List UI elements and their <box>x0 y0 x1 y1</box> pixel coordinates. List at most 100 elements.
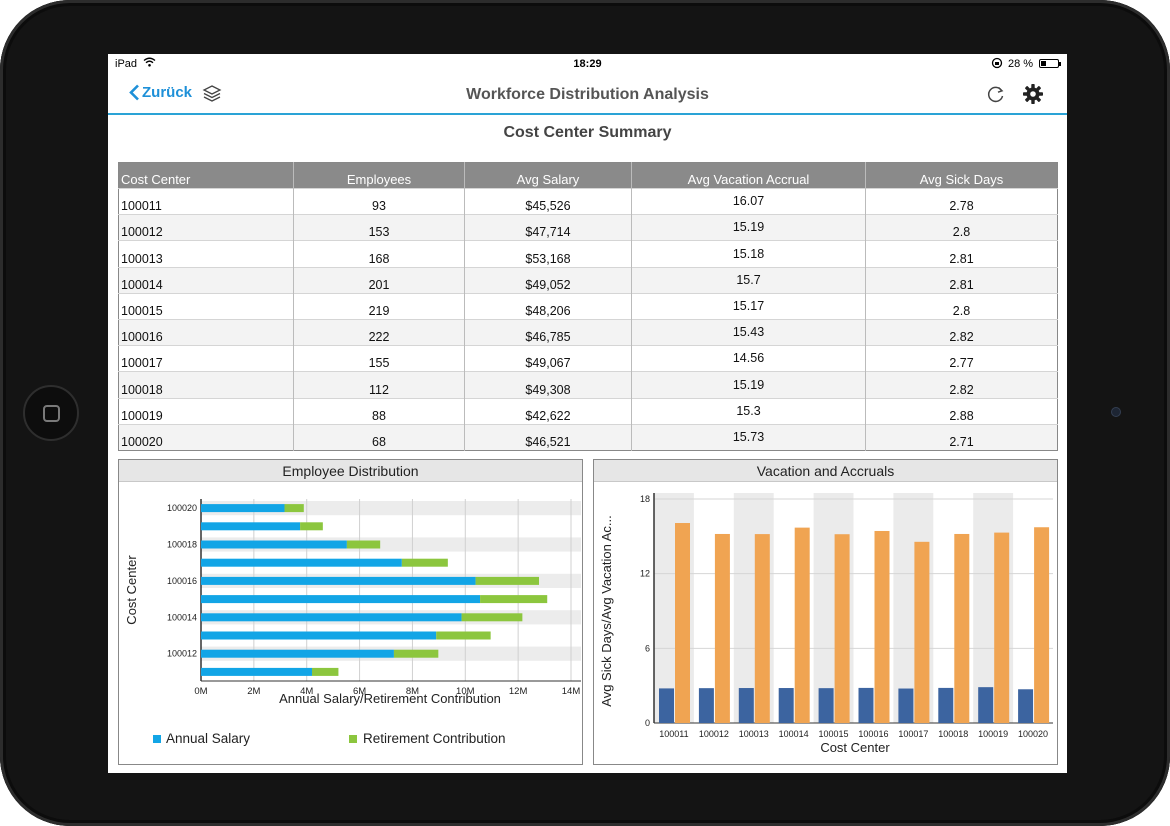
table-row[interactable]: 100011 93 $45,526 16.07 2.78 <box>118 187 1058 215</box>
cell-employees: 93 <box>293 187 465 215</box>
bar-retirement-contribution <box>436 631 491 640</box>
bar-avg-vacation-accrual <box>754 534 770 723</box>
cell-avg-vacation: 15.17 <box>631 292 866 320</box>
cell-avg-salary: $46,521 <box>464 423 632 451</box>
cell-cost-center-value: 100014 <box>121 277 163 292</box>
chart-title: Vacation and Accruals <box>594 460 1057 482</box>
bar-annual-salary <box>201 522 301 531</box>
x-tick-label: 100011 <box>659 729 688 739</box>
bar-annual-salary <box>201 558 402 567</box>
cell-avg-sick-days: 2.82 <box>865 371 1058 398</box>
col-header-avg-sick-days[interactable]: Avg Sick Days <box>865 162 1058 189</box>
vacation-accruals-chart: 0 6 12 18 100011 100012 100013 100014 100015 1000… <box>599 493 1053 755</box>
cell-employees-value: 88 <box>372 408 386 423</box>
bar-avg-sick-days <box>778 688 794 723</box>
cell-cost-center-value: 100020 <box>121 434 163 449</box>
layers-icon[interactable] <box>202 84 222 104</box>
bar-avg-sick-days <box>818 688 834 723</box>
table-row[interactable]: 100019 88 $42,622 15.3 2.88 <box>118 397 1058 425</box>
cost-center-table: Cost Center Employees Avg Salary Avg Vac… <box>118 162 1058 451</box>
cell-avg-sick-days: 2.88 <box>865 397 1058 425</box>
cell-employees: 153 <box>293 214 465 241</box>
home-button[interactable] <box>23 385 79 441</box>
y-axis-label: Cost Center <box>124 555 139 625</box>
cell-cost-center: 100011 <box>118 187 294 215</box>
cell-cost-center: 100019 <box>118 397 294 425</box>
rotation-lock-icon <box>991 57 1003 72</box>
y-axis-label: Avg Sick Days/Avg Vacation Ac... <box>599 515 614 706</box>
table-row[interactable]: 100014 201 $49,052 15.7 2.81 <box>118 266 1058 294</box>
table-row[interactable]: 100018 112 $49,308 15.19 2.82 <box>118 371 1058 398</box>
bar-annual-salary <box>201 631 437 640</box>
table-row[interactable]: 100015 219 $48,206 15.17 2.8 <box>118 292 1058 320</box>
cell-avg-salary-value: $53,168 <box>525 251 571 266</box>
bar-annual-salary <box>201 595 481 604</box>
cell-avg-sick-days: 2.82 <box>865 318 1058 346</box>
table-row[interactable]: 100012 153 $47,714 15.19 2.8 <box>118 214 1058 241</box>
cell-employees-value: 201 <box>368 277 390 292</box>
bar-annual-salary <box>201 576 476 585</box>
cell-avg-salary: $48,206 <box>464 292 632 320</box>
bar-retirement-contribution <box>475 576 540 585</box>
cell-avg-vacation: 14.56 <box>631 345 866 372</box>
cell-avg-sick-days: 2.77 <box>865 345 1058 372</box>
bar-avg-sick-days <box>1018 689 1034 723</box>
x-tick-label: 100020 <box>1018 729 1048 739</box>
bar-annual-salary <box>201 504 285 513</box>
x-tick-label: 10M <box>456 686 475 697</box>
cell-employees: 155 <box>293 345 465 372</box>
cell-cost-center: 100012 <box>118 214 294 241</box>
bar-annual-salary <box>201 667 312 676</box>
cell-avg-vacation: 15.73 <box>631 423 866 451</box>
y-tick-label: 6 <box>645 643 650 653</box>
cell-cost-center: 100020 <box>118 423 294 451</box>
table-row[interactable]: 100020 68 $46,521 15.73 2.71 <box>118 423 1058 451</box>
cell-avg-vacation-value: 15.19 <box>732 377 765 392</box>
cell-avg-vacation: 15.7 <box>631 266 866 294</box>
col-header-employees[interactable]: Employees <box>293 162 465 189</box>
cell-avg-salary-value: $49,308 <box>525 382 571 397</box>
bar-retirement-contribution <box>461 613 523 622</box>
cell-avg-sick-days-value: 2.82 <box>949 330 974 345</box>
cell-avg-salary: $45,526 <box>464 187 632 215</box>
cell-avg-salary-value: $47,714 <box>525 225 571 240</box>
cell-cost-center-value: 100017 <box>121 356 163 371</box>
bar-retirement-contribution <box>300 522 323 531</box>
bar-avg-vacation-accrual <box>794 527 810 723</box>
table-row[interactable]: 100013 168 $53,168 15.18 2.81 <box>118 240 1058 268</box>
legend-swatch-salary <box>153 735 161 743</box>
cell-employees: 68 <box>293 423 465 451</box>
cell-avg-salary-value: $46,521 <box>525 434 571 449</box>
x-tick-label: 2M <box>247 686 260 697</box>
bar-avg-sick-days <box>659 688 674 723</box>
table-row[interactable]: 100016 222 $46,785 15.43 2.82 <box>118 318 1058 346</box>
x-tick-label: 100018 <box>938 729 968 739</box>
bar-retirement-contribution <box>393 649 439 658</box>
bar-avg-sick-days <box>858 687 874 723</box>
cell-avg-salary: $47,714 <box>464 214 632 241</box>
cell-avg-salary: $49,052 <box>464 266 632 294</box>
back-button[interactable]: Zurück <box>129 84 192 101</box>
bar-avg-vacation-accrual <box>714 533 730 723</box>
x-tick-label: 100017 <box>898 729 928 739</box>
cell-avg-vacation-value: 15.73 <box>732 429 765 444</box>
cell-avg-vacation: 15.3 <box>631 397 866 425</box>
col-header-avg-salary[interactable]: Avg Salary <box>464 162 632 189</box>
x-tick-label: 100016 <box>858 729 888 739</box>
bar-avg-sick-days <box>978 687 994 723</box>
bar-avg-sick-days <box>738 688 754 723</box>
cell-avg-sick-days-value: 2.8 <box>952 225 971 240</box>
gear-icon[interactable] <box>1022 83 1044 105</box>
cell-employees-value: 155 <box>368 356 390 371</box>
back-label: Zurück <box>142 84 193 101</box>
bar-annual-salary <box>201 540 347 549</box>
refresh-icon[interactable] <box>986 84 1006 104</box>
camera <box>1111 407 1121 417</box>
legend-label-salary: Annual Salary <box>166 731 250 746</box>
cell-avg-vacation-value: 15.7 <box>736 272 761 287</box>
table-row[interactable]: 100017 155 $49,067 14.56 2.77 <box>118 345 1058 372</box>
col-header-cost-center[interactable]: Cost Center <box>118 162 294 189</box>
cell-avg-sick-days-value: 2.77 <box>949 356 974 371</box>
col-header-avg-vacation[interactable]: Avg Vacation Accrual <box>631 162 866 189</box>
cell-avg-vacation: 15.43 <box>631 318 866 346</box>
